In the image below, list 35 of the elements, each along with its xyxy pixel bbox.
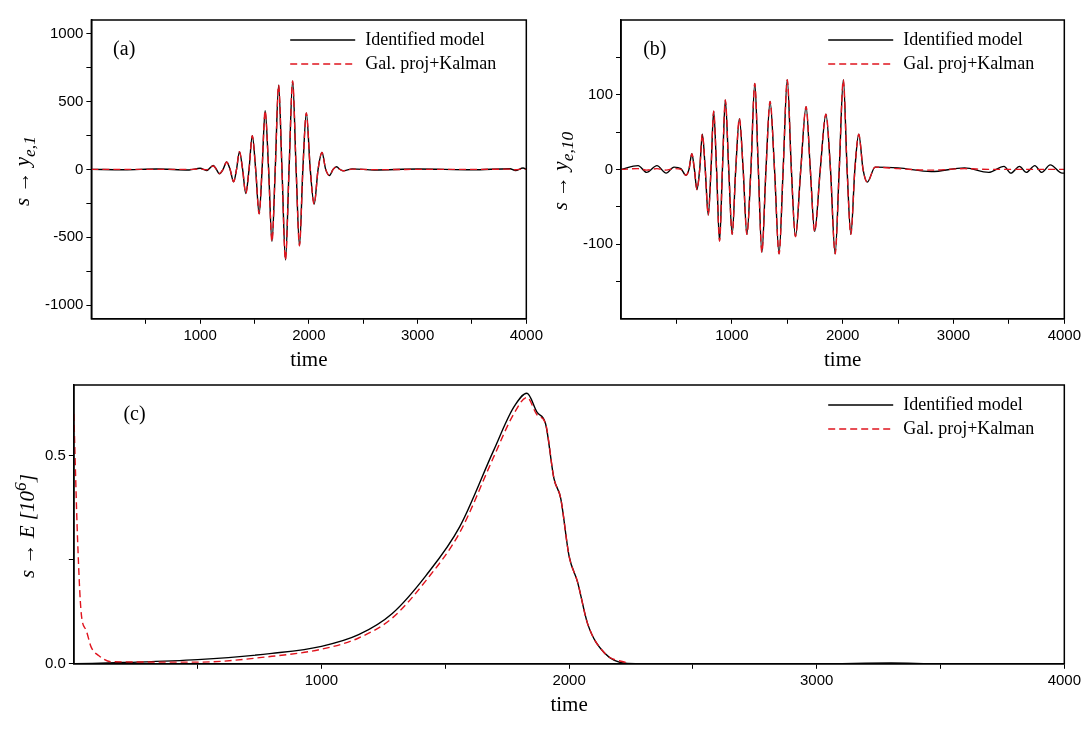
x-axis-title: time (290, 346, 328, 371)
x-axis-title: time (550, 691, 588, 716)
x-tick-label: 1000 (715, 325, 749, 343)
y-tick-label: -500 (53, 227, 84, 245)
legend-label: Identified model (365, 28, 485, 49)
y-tick-label: 0.5 (44, 445, 66, 463)
legend-label: Gal. proj+Kalman (365, 52, 497, 73)
y-tick-label: 1000 (49, 23, 84, 41)
y-tick-label: -100 (582, 234, 614, 252)
x-tick-label: 2000 (552, 670, 586, 688)
x-tick-label: 1000 (183, 325, 217, 343)
y-tick-label: 100 (587, 84, 614, 102)
x-tick-label: 1000 (304, 670, 339, 688)
x-tick-label: 3000 (800, 670, 834, 688)
x-axis-title: time (824, 346, 862, 371)
y-tick-label: 0 (75, 159, 84, 177)
x-tick-label: 3000 (936, 325, 971, 343)
y-tick-label: 500 (58, 91, 84, 109)
x-tick-label: 2000 (825, 325, 860, 343)
x-tick-label: 4000 (1047, 670, 1081, 688)
annotation: (a) (113, 37, 136, 61)
y-tick-label: 0 (604, 159, 614, 177)
legend-label: Gal. proj+Kalman (903, 417, 1035, 438)
y-tick-label: -1000 (44, 295, 84, 313)
legend-label: Identified model (903, 28, 1023, 49)
legend-label: Gal. proj+Kalman (903, 52, 1035, 73)
x-tick-label: 3000 (400, 325, 435, 343)
annotation: (b) (643, 37, 667, 61)
x-tick-label: 2000 (292, 325, 326, 343)
annotation: (c) (123, 402, 146, 426)
x-tick-label: 4000 (1047, 325, 1081, 343)
x-tick-label: 4000 (509, 325, 543, 343)
y-tick-label: 0.0 (44, 653, 66, 671)
line-series (73, 396, 629, 664)
legend-label: Identified model (903, 393, 1023, 414)
